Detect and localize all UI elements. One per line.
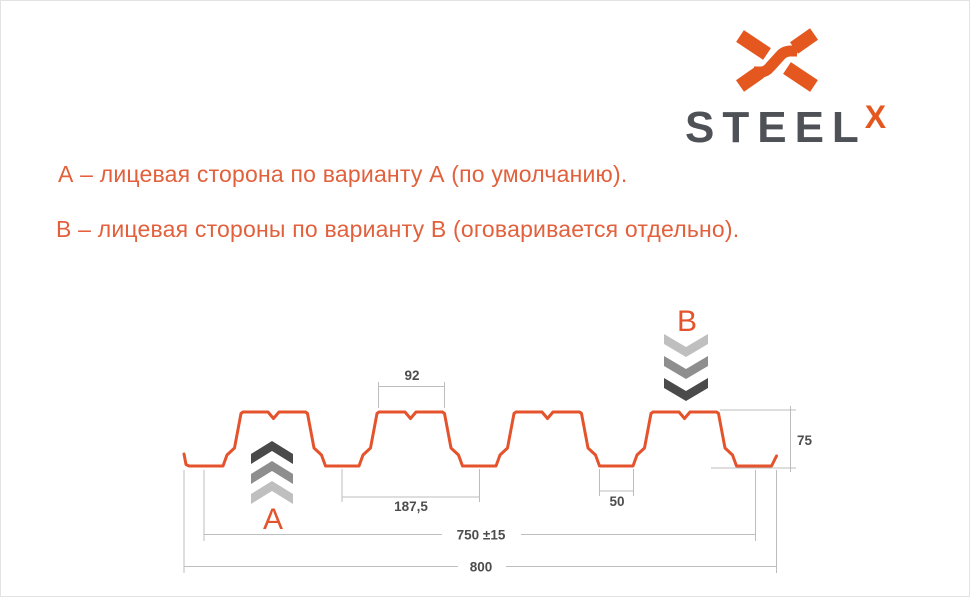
note-variant-a: А – лицевая сторона по варианту А (по ум… [58,161,628,187]
dim-rib-pitch: 187,5 [394,499,428,514]
chevrons-down-icon [664,334,708,401]
dim-overall-width: 800 [470,560,493,575]
chevrons-up-icon [251,441,293,504]
brand-superscript-x: X [864,99,887,135]
dim-profile-height: 75 [797,433,813,448]
note-variant-b: В – лицевая стороны по варианту В (огова… [56,216,740,242]
brand-logo: STEELX [685,27,915,152]
dim-rib-top-width: 92 [404,368,419,383]
dim-valley-width: 50 [609,494,624,509]
x-link-mark-icon [735,28,819,92]
dimension-lines [183,382,796,573]
brand-name: STEEL [685,103,867,152]
brand-wordmark: STEELX [685,99,886,153]
side-b-label: В [677,305,697,338]
side-a-label: А [263,503,283,536]
profile-outline [182,410,778,468]
dim-working-width: 750 ±15 [457,528,506,543]
